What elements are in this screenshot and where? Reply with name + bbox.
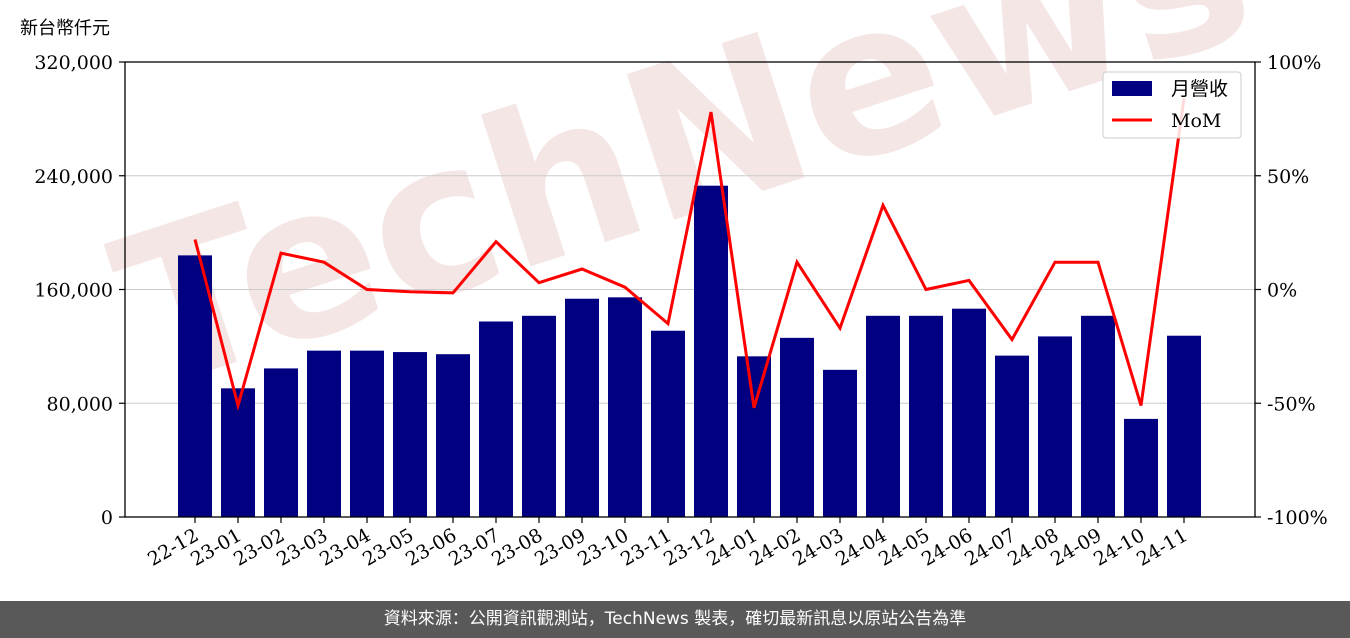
revenue-bar xyxy=(780,337,814,517)
left-tick-label: 240,000 xyxy=(34,166,113,188)
y-axis-unit-label: 新台幣仟元 xyxy=(20,18,110,39)
revenue-bar xyxy=(178,255,212,517)
revenue-bar xyxy=(694,185,728,517)
revenue-bar xyxy=(479,321,513,517)
left-tick-label: 320,000 xyxy=(34,52,113,74)
revenue-bar xyxy=(264,368,298,517)
left-tick-label: 160,000 xyxy=(34,280,113,302)
revenue-bar xyxy=(1167,335,1201,517)
revenue-bar xyxy=(522,315,556,517)
x-tick-label: 24-11 xyxy=(1133,524,1191,570)
legend-bar-label: 月營收 xyxy=(1171,78,1228,100)
right-tick-label: 0% xyxy=(1267,280,1297,302)
right-tick-label: 50% xyxy=(1267,166,1309,188)
revenue-bar xyxy=(909,315,943,517)
revenue-bar xyxy=(393,352,427,517)
legend-line-label: MoM xyxy=(1171,110,1221,132)
left-tick-label: 0 xyxy=(101,507,113,529)
revenue-bar xyxy=(307,350,341,517)
left-axis-ticks: 0 80,000 160,000 240,000 320,000 xyxy=(34,52,125,529)
right-tick-label: 100% xyxy=(1267,52,1321,74)
left-tick-label: 80,000 xyxy=(47,393,113,415)
right-axis-ticks: -100% -50% 0% 50% 100% xyxy=(1255,52,1328,529)
revenue-bar xyxy=(866,315,900,517)
revenue-bar xyxy=(1038,336,1072,517)
revenue-bar xyxy=(436,354,470,517)
mom-line xyxy=(193,98,1186,412)
revenue-bar xyxy=(823,369,857,517)
mom-line-layer xyxy=(193,98,1186,412)
revenue-bar xyxy=(1124,418,1158,517)
revenue-bar xyxy=(608,297,642,517)
right-tick-label: -100% xyxy=(1267,507,1328,529)
revenue-bar xyxy=(565,298,599,517)
source-footer: 資料來源：公開資訊觀測站，TechNews 製表，確切最新訊息以原站公告為準 xyxy=(0,601,1350,638)
right-tick-label: -50% xyxy=(1267,393,1316,415)
revenue-bar xyxy=(737,356,771,517)
revenue-bar xyxy=(995,355,1029,517)
revenue-bar xyxy=(651,330,685,517)
legend-bar-swatch xyxy=(1112,81,1152,96)
revenue-bar xyxy=(952,308,986,517)
x-axis-ticks: 22-1223-0123-0223-0323-0423-0523-0623-07… xyxy=(144,517,1192,571)
legend: 月營收 MoM xyxy=(1102,71,1242,139)
revenue-bar xyxy=(350,350,384,517)
revenue-bars xyxy=(178,185,1201,517)
revenue-bar xyxy=(1081,315,1115,517)
